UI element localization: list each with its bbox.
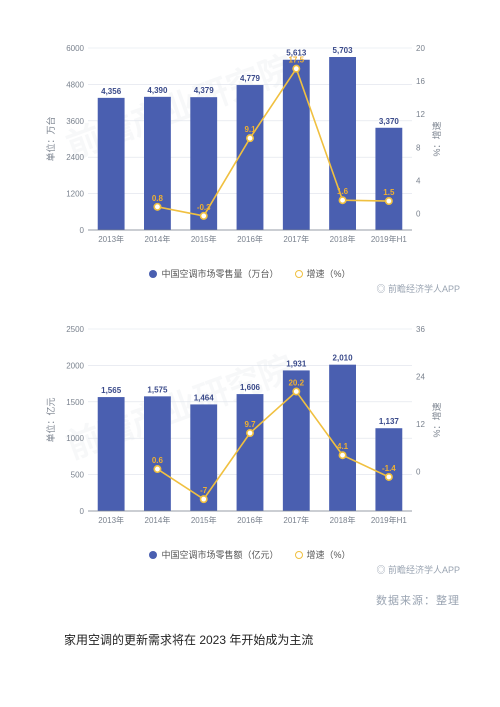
legend-bar-label: 中国空调市场零售额（亿元）: [161, 548, 278, 561]
svg-text:2015年: 2015年: [191, 515, 217, 525]
svg-text:36: 36: [416, 325, 425, 334]
legend-bar: 中国空调市场零售量（万台）: [149, 267, 278, 280]
svg-text:4,779: 4,779: [240, 74, 261, 83]
svg-text:1200: 1200: [66, 190, 84, 199]
svg-text:6000: 6000: [66, 44, 84, 53]
svg-text:2016年: 2016年: [237, 515, 263, 525]
chart2: 0 500 1000 1500 2000 2500 0 12 24 36 单位：亿元 %：增速 1,56…: [40, 311, 450, 546]
svg-text:1000: 1000: [66, 434, 84, 443]
chart1-attribution: 前瞻经济学人APP: [40, 282, 460, 295]
svg-text:4.1: 4.1: [337, 442, 349, 451]
svg-text:2500: 2500: [66, 325, 84, 334]
svg-text:2014年: 2014年: [145, 234, 171, 244]
svg-text:2019年H1: 2019年H1: [371, 234, 408, 244]
legend-bar: 中国空调市场零售额（亿元）: [149, 548, 278, 561]
svg-text:4,356: 4,356: [101, 87, 122, 96]
svg-text:1500: 1500: [66, 398, 84, 407]
legend-bar-label: 中国空调市场零售量（万台）: [161, 267, 278, 280]
legend-line-label: 增速（%）: [307, 548, 351, 561]
svg-text:500: 500: [71, 471, 85, 480]
svg-text:3600: 3600: [66, 117, 84, 126]
svg-text:2018年: 2018年: [330, 515, 356, 525]
svg-text:1,575: 1,575: [147, 385, 168, 394]
legend-line-label: 增速（%）: [307, 267, 351, 280]
svg-text:2016年: 2016年: [237, 234, 263, 244]
legend-line: 增速（%）: [295, 548, 351, 561]
svg-text:2014年: 2014年: [145, 515, 171, 525]
svg-text:0: 0: [416, 209, 421, 218]
svg-text:3,370: 3,370: [379, 117, 400, 126]
svg-text:2013年: 2013年: [98, 234, 124, 244]
svg-text:9.1: 9.1: [244, 125, 256, 134]
svg-text:0.8: 0.8: [152, 194, 164, 203]
chart1: 0 1200 2400 3600 4800 6000 0 4 8 12 16 20 单位：万台 %：增速 4…: [40, 30, 450, 265]
svg-text:4,379: 4,379: [194, 86, 215, 95]
svg-text:5,703: 5,703: [333, 46, 354, 55]
svg-text:2017年: 2017年: [283, 515, 309, 525]
svg-text:4: 4: [416, 176, 421, 185]
svg-text:1,565: 1,565: [101, 386, 122, 395]
svg-text:20: 20: [416, 44, 425, 53]
svg-text:1,464: 1,464: [194, 393, 215, 402]
svg-text:0: 0: [416, 467, 421, 476]
svg-text:12: 12: [416, 420, 425, 429]
svg-text:2017年: 2017年: [283, 234, 309, 244]
svg-text:%：增速: %：增速: [431, 121, 442, 156]
chart1-legend: 中国空调市场零售量（万台） 增速（%）: [40, 267, 460, 280]
svg-text:0: 0: [80, 507, 85, 516]
svg-text:1.6: 1.6: [337, 187, 349, 196]
svg-text:单位：万台: 单位：万台: [45, 116, 56, 161]
data-source: 数据来源：整理: [40, 592, 460, 608]
svg-text:0.6: 0.6: [152, 456, 164, 465]
svg-text:单位：亿元: 单位：亿元: [45, 397, 56, 442]
svg-text:4800: 4800: [66, 80, 84, 89]
svg-text:9.7: 9.7: [244, 420, 256, 429]
chart2-container: 0 500 1000 1500 2000 2500 0 12 24 36 单位：亿元 %：增速 1,56…: [40, 311, 460, 576]
svg-text:2019年H1: 2019年H1: [371, 515, 408, 525]
svg-text:24: 24: [416, 372, 425, 381]
legend-line: 增速（%）: [295, 267, 351, 280]
svg-text:8: 8: [416, 143, 421, 152]
svg-text:16: 16: [416, 77, 425, 86]
svg-text:-1.4: -1.4: [382, 464, 396, 473]
svg-text:2,010: 2,010: [333, 354, 354, 363]
svg-text:12: 12: [416, 110, 425, 119]
svg-text:-0.3: -0.3: [197, 203, 211, 212]
chart2-legend: 中国空调市场零售额（亿元） 增速（%）: [40, 548, 460, 561]
svg-text:1.5: 1.5: [383, 188, 395, 197]
svg-text:17.5: 17.5: [288, 56, 304, 65]
chart1-container: 0 1200 2400 3600 4800 6000 0 4 8 12 16 20 单位：万台 %：增速 4…: [40, 30, 460, 295]
svg-text:4,390: 4,390: [147, 86, 168, 95]
svg-text:-7: -7: [200, 486, 208, 495]
svg-text:0: 0: [80, 226, 85, 235]
page: 012002400360048006000048121620单位：万台%：增速4…: [0, 0, 500, 672]
svg-text:2000: 2000: [66, 361, 84, 370]
chart2-attribution: 前瞻经济学人APP: [40, 563, 460, 576]
svg-text:2400: 2400: [66, 153, 84, 162]
svg-text:%：增速: %：增速: [431, 402, 442, 437]
svg-text:2018年: 2018年: [330, 234, 356, 244]
svg-text:1,137: 1,137: [379, 417, 400, 426]
svg-text:1,931: 1,931: [286, 359, 307, 368]
svg-text:1,606: 1,606: [240, 383, 261, 392]
svg-text:2013年: 2013年: [98, 515, 124, 525]
svg-text:2015年: 2015年: [191, 234, 217, 244]
svg-text:20.2: 20.2: [288, 379, 304, 388]
body-paragraph: 家用空调的更新需求将在 2023 年开始成为主流: [40, 630, 460, 652]
